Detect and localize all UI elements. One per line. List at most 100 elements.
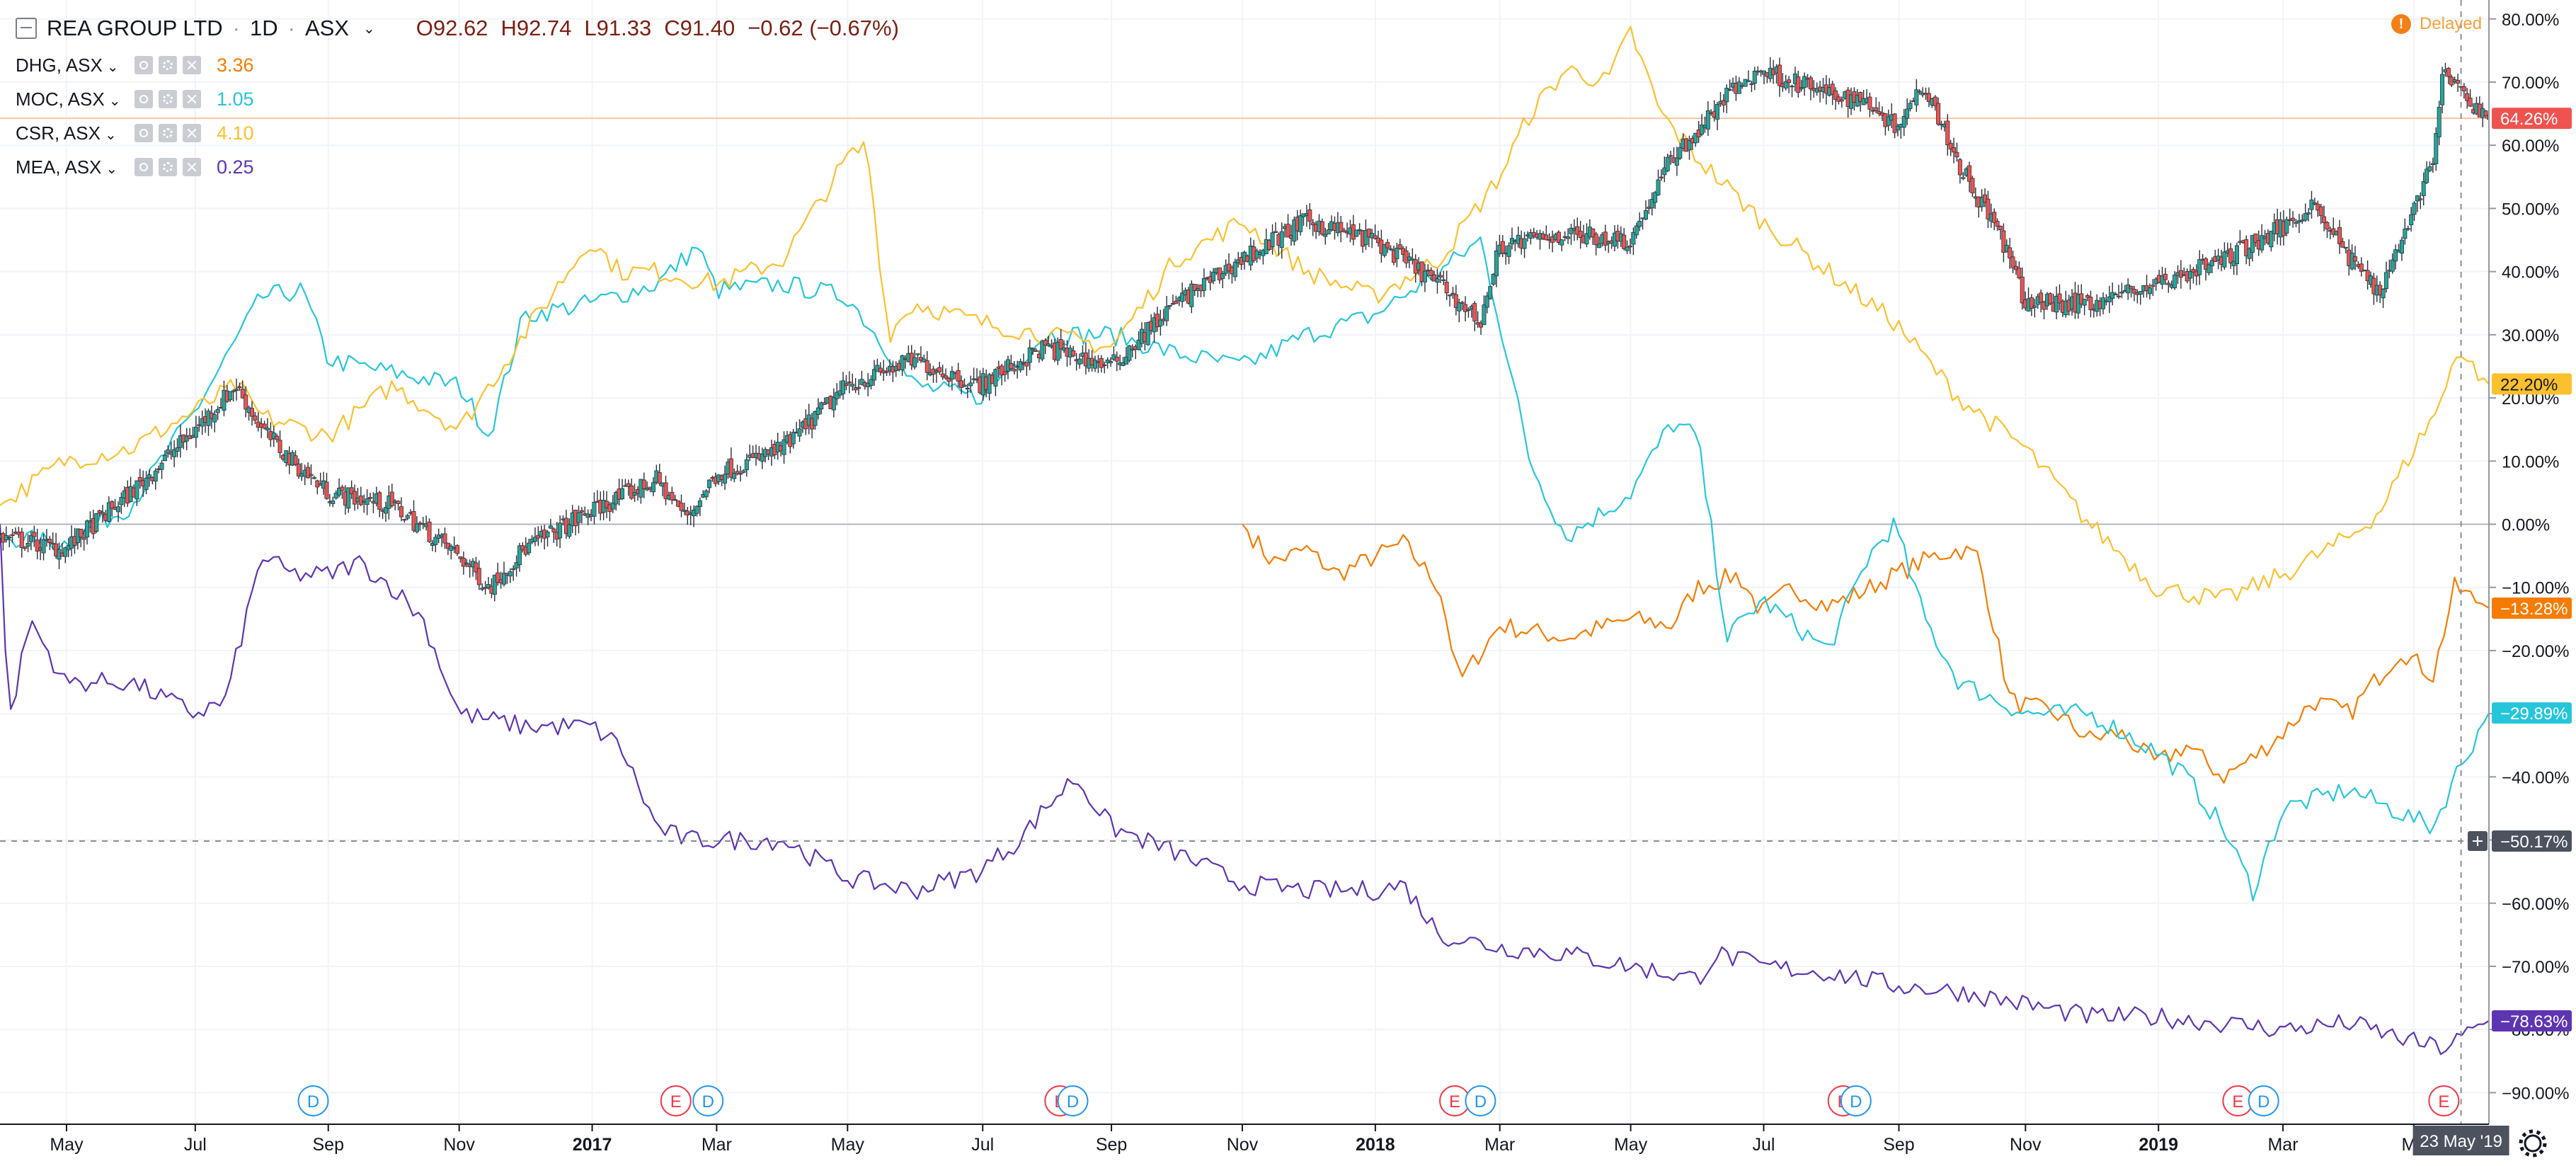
- eye-icon[interactable]: [134, 56, 153, 74]
- candle-body: [815, 407, 820, 416]
- candle-body: [2188, 270, 2193, 279]
- candle-body: [1749, 83, 1754, 86]
- candle-body: [949, 371, 954, 380]
- main-symbol-legend[interactable]: REA GROUP LTD · 1D · ASX ⌄ O92.62 H92.74…: [16, 8, 899, 48]
- earnings-marker[interactable]: E: [660, 1085, 692, 1116]
- gear-icon[interactable]: [159, 90, 177, 108]
- candle-body: [365, 498, 370, 505]
- candle-body: [697, 500, 702, 507]
- candle-body: [2359, 263, 2364, 272]
- compare-value: 1.05: [217, 88, 254, 110]
- candle-body: [1662, 167, 1667, 176]
- candle-body: [1783, 81, 1788, 88]
- candle-body: [1055, 342, 1060, 361]
- close-icon[interactable]: [183, 90, 201, 108]
- close-icon[interactable]: [183, 56, 201, 74]
- candle-body: [2393, 249, 2398, 262]
- delayed-status[interactable]: ! Delayed: [2391, 14, 2482, 34]
- compare-symbol-name[interactable]: MEA, ASX ⌄: [16, 156, 118, 178]
- candle-body: [937, 367, 942, 372]
- chevron-down-icon[interactable]: ⌄: [105, 161, 118, 177]
- candle-body: [912, 357, 917, 367]
- close-icon[interactable]: [183, 124, 201, 142]
- candle-body: [694, 505, 699, 514]
- compare-legend-item[interactable]: CSR, ASX ⌄ 4.10: [16, 116, 899, 150]
- candle-body: [2197, 259, 2202, 275]
- candle-body: [1211, 271, 1216, 282]
- compare-symbol-name[interactable]: DHG, ASX ⌄: [16, 54, 119, 76]
- settings-gear-icon[interactable]: [2519, 1129, 2547, 1158]
- dividend-marker[interactable]: D: [692, 1085, 724, 1116]
- candle-body: [2008, 247, 2013, 259]
- chevron-down-icon[interactable]: ⌄: [104, 127, 117, 143]
- events-layer[interactable]: DEDEDEDEDEDE: [297, 1085, 2460, 1116]
- dividend-marker[interactable]: D: [1465, 1085, 1496, 1116]
- compare-legend-item[interactable]: MOC, ASX ⌄ 1.05: [16, 82, 899, 116]
- candle-body: [2173, 274, 2177, 289]
- candle-body: [663, 482, 668, 499]
- earnings-marker[interactable]: E: [2222, 1085, 2254, 1116]
- candle-body: [2113, 293, 2118, 296]
- candle-body: [1220, 273, 1225, 279]
- dividend-marker[interactable]: D: [2248, 1085, 2279, 1116]
- candle-body: [741, 470, 746, 473]
- candle-body: [871, 369, 876, 381]
- compare-legend-item[interactable]: MEA, ASX ⌄ 0.25: [16, 150, 899, 184]
- dividend-marker[interactable]: D: [1840, 1085, 1872, 1116]
- candle-body: [1500, 241, 1505, 254]
- candle-body: [1522, 238, 1527, 249]
- eye-icon[interactable]: [134, 158, 153, 176]
- dividend-marker[interactable]: D: [297, 1085, 329, 1116]
- earnings-marker[interactable]: E: [2428, 1085, 2460, 1116]
- candle-body: [819, 402, 824, 410]
- candle-body: [558, 522, 563, 539]
- compare-legend-item[interactable]: DHG, ASX ⌄ 3.36: [16, 48, 899, 82]
- candle-body: [2017, 268, 2022, 279]
- collapse-icon[interactable]: [16, 18, 37, 39]
- eye-icon[interactable]: [134, 124, 153, 142]
- chevron-down-icon[interactable]: ⌄: [362, 21, 375, 37]
- last-value-text: −78.63%: [2500, 1012, 2568, 1031]
- candle-body: [956, 370, 961, 382]
- chevron-down-icon[interactable]: ⌄: [106, 59, 119, 75]
- price-axis[interactable]: [2489, 0, 2576, 1162]
- compare-symbol-name[interactable]: MOC, ASX ⌄: [16, 88, 121, 110]
- candle-body: [1488, 286, 1493, 299]
- candle-body: [47, 539, 52, 543]
- chart-legend: REA GROUP LTD · 1D · ASX ⌄ O92.62 H92.74…: [16, 8, 899, 184]
- candle-body: [1556, 232, 1561, 244]
- close-icon[interactable]: [183, 158, 201, 176]
- candle-body: [2057, 293, 2062, 304]
- candle-body: [579, 510, 584, 513]
- dividend-marker[interactable]: D: [1057, 1085, 1089, 1116]
- candle-body: [2222, 251, 2227, 268]
- eye-icon[interactable]: [134, 90, 153, 108]
- candle-body: [1457, 302, 1462, 311]
- candle-body: [1320, 221, 1324, 235]
- y-tick-label: 50.00%: [2502, 200, 2559, 219]
- chevron-down-icon[interactable]: ⌄: [108, 93, 121, 109]
- candle-body: [253, 416, 258, 421]
- gear-icon[interactable]: [159, 124, 177, 142]
- gear-ring: [2524, 1134, 2542, 1153]
- candle-body: [2415, 195, 2420, 202]
- candle-body: [1323, 234, 1328, 237]
- candle-body: [1743, 79, 1748, 87]
- compare-symbol-name[interactable]: CSR, ASX ⌄: [16, 122, 117, 144]
- candle-body: [1578, 231, 1583, 238]
- interval-label[interactable]: 1D: [249, 16, 278, 40]
- symbol-name[interactable]: REA GROUP LTD: [47, 16, 223, 40]
- gear-icon[interactable]: [159, 158, 177, 176]
- x-tick-label: Jul: [184, 1135, 207, 1155]
- time-axis[interactable]: [0, 1124, 2576, 1162]
- series-line-csr: [0, 25, 2490, 605]
- candle-body: [1715, 103, 1720, 120]
- candle-body: [324, 481, 329, 499]
- candle-body: [1668, 155, 1673, 157]
- earnings-marker[interactable]: E: [1439, 1085, 1471, 1116]
- candle-body: [707, 479, 712, 488]
- gear-icon[interactable]: [159, 56, 177, 74]
- candle-body: [511, 568, 516, 571]
